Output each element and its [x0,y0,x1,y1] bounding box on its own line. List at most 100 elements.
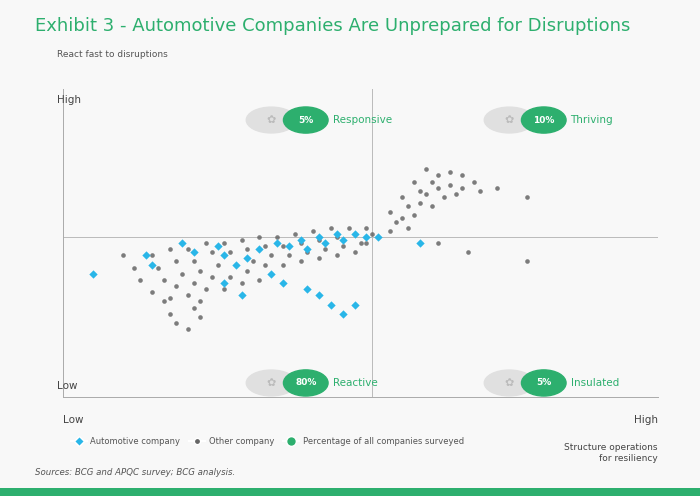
Point [349,248,360,256]
Point [301,248,312,256]
Point [194,298,206,306]
Point [188,248,199,256]
Text: High: High [634,415,658,425]
Point [158,276,170,284]
Point [396,193,407,201]
Point [218,239,230,247]
Point [385,227,396,235]
Point [391,218,402,226]
Point [242,267,253,275]
Text: Responsive: Responsive [332,115,392,125]
Point [218,251,230,259]
Text: ✿: ✿ [505,378,514,388]
Point [522,193,533,201]
Point [343,224,354,232]
Point [433,172,444,180]
Point [200,239,211,247]
Text: ✿: ✿ [505,115,514,125]
Point [314,233,325,241]
Circle shape [484,370,534,396]
Point [254,233,265,241]
Point [414,187,426,195]
Point [266,270,277,278]
Point [319,239,330,247]
Point [314,254,325,262]
Point [194,313,206,321]
Circle shape [246,107,296,133]
Point [408,178,419,186]
Point [171,257,182,265]
Point [284,251,295,259]
Text: Thriving: Thriving [570,115,613,125]
Circle shape [246,370,296,396]
Point [361,224,372,232]
Point [402,202,414,210]
Point [224,248,235,256]
Text: React fast to disruptions: React fast to disruptions [57,50,168,59]
Point [414,199,426,207]
Point [414,239,426,247]
Point [158,298,170,306]
Point [456,172,468,180]
Point [301,285,312,293]
Point [182,291,193,299]
Text: 10%: 10% [533,116,554,124]
Point [182,245,193,253]
Point [266,251,277,259]
Point [491,184,503,191]
Point [331,230,342,238]
Point [433,239,444,247]
Point [301,245,312,253]
Point [314,291,325,299]
Point [117,251,128,259]
Point [277,260,288,268]
Point [212,260,223,268]
Point [349,230,360,238]
Point [277,242,288,250]
Point [176,270,188,278]
Point [331,233,342,241]
Text: Reactive: Reactive [332,378,377,388]
Point [147,251,158,259]
Point [206,248,217,256]
Point [426,202,438,210]
Text: High: High [57,95,81,106]
Point [236,236,247,244]
Point [325,224,336,232]
Point [307,227,318,235]
Text: Sources: BCG and APQC survey; BCG analysis.: Sources: BCG and APQC survey; BCG analys… [35,468,235,477]
Point [236,291,247,299]
Point [236,279,247,287]
Point [254,245,265,253]
Point [319,245,330,253]
Ellipse shape [522,370,566,396]
Text: ✿: ✿ [267,115,276,125]
Circle shape [484,107,534,133]
Point [260,242,271,250]
Text: 80%: 80% [295,378,316,387]
Point [218,279,230,287]
Point [135,276,146,284]
Point [224,273,235,281]
Text: Exhibit 3 - Automotive Companies Are Unprepared for Disruptions: Exhibit 3 - Automotive Companies Are Unp… [35,17,631,35]
Point [438,193,449,201]
Text: ✿: ✿ [267,378,276,388]
Point [361,239,372,247]
Point [420,190,431,198]
Point [129,264,140,272]
Point [164,295,176,303]
Point [444,181,455,188]
Point [468,178,479,186]
Point [164,310,176,318]
Point [462,248,473,256]
Point [474,187,485,195]
Legend: Automotive company, Other company, Percentage of all companies surveyed: Automotive company, Other company, Perce… [67,434,467,450]
Point [450,190,461,198]
Point [295,236,307,244]
Point [331,251,342,259]
Text: Insulated: Insulated [570,378,619,388]
Point [349,301,360,309]
Point [355,239,366,247]
Point [206,273,217,281]
Point [147,288,158,296]
